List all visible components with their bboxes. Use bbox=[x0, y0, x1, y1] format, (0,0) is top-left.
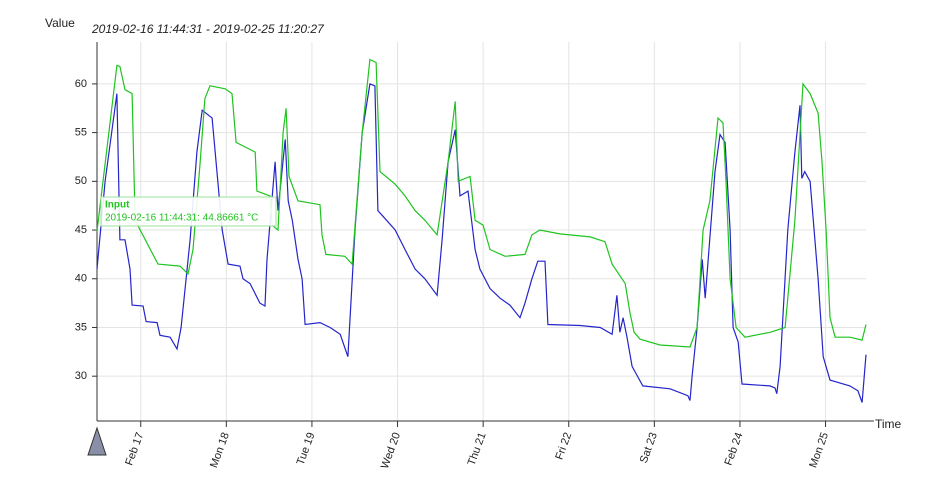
y-tick-label: 35 bbox=[75, 321, 87, 333]
y-axis-title: Value bbox=[45, 16, 75, 30]
y-tick-label: 40 bbox=[75, 273, 87, 285]
y-tick-label: 60 bbox=[75, 78, 87, 90]
series-line bbox=[96, 83, 867, 403]
series-line bbox=[96, 58, 867, 348]
tooltip-text: 2019-02-16 11:44:31: 44.86661 °C bbox=[105, 213, 258, 224]
x-axis-title: Time bbox=[875, 417, 902, 431]
tooltip-title: Input bbox=[105, 200, 130, 211]
tooltip-box bbox=[100, 196, 277, 227]
tooltip: Input 2019-02-16 11:44:31: 44.86661 °C bbox=[100, 196, 277, 227]
y-tick-label: 55 bbox=[75, 127, 87, 139]
y-tick-label: 50 bbox=[75, 175, 87, 187]
chart-title: 2019-02-16 11:44:31 - 2019-02-25 11:20:2… bbox=[91, 22, 325, 36]
y-tick-label: 30 bbox=[75, 370, 87, 382]
y-tick-label: 45 bbox=[75, 224, 87, 236]
range-handle[interactable] bbox=[87, 426, 107, 456]
